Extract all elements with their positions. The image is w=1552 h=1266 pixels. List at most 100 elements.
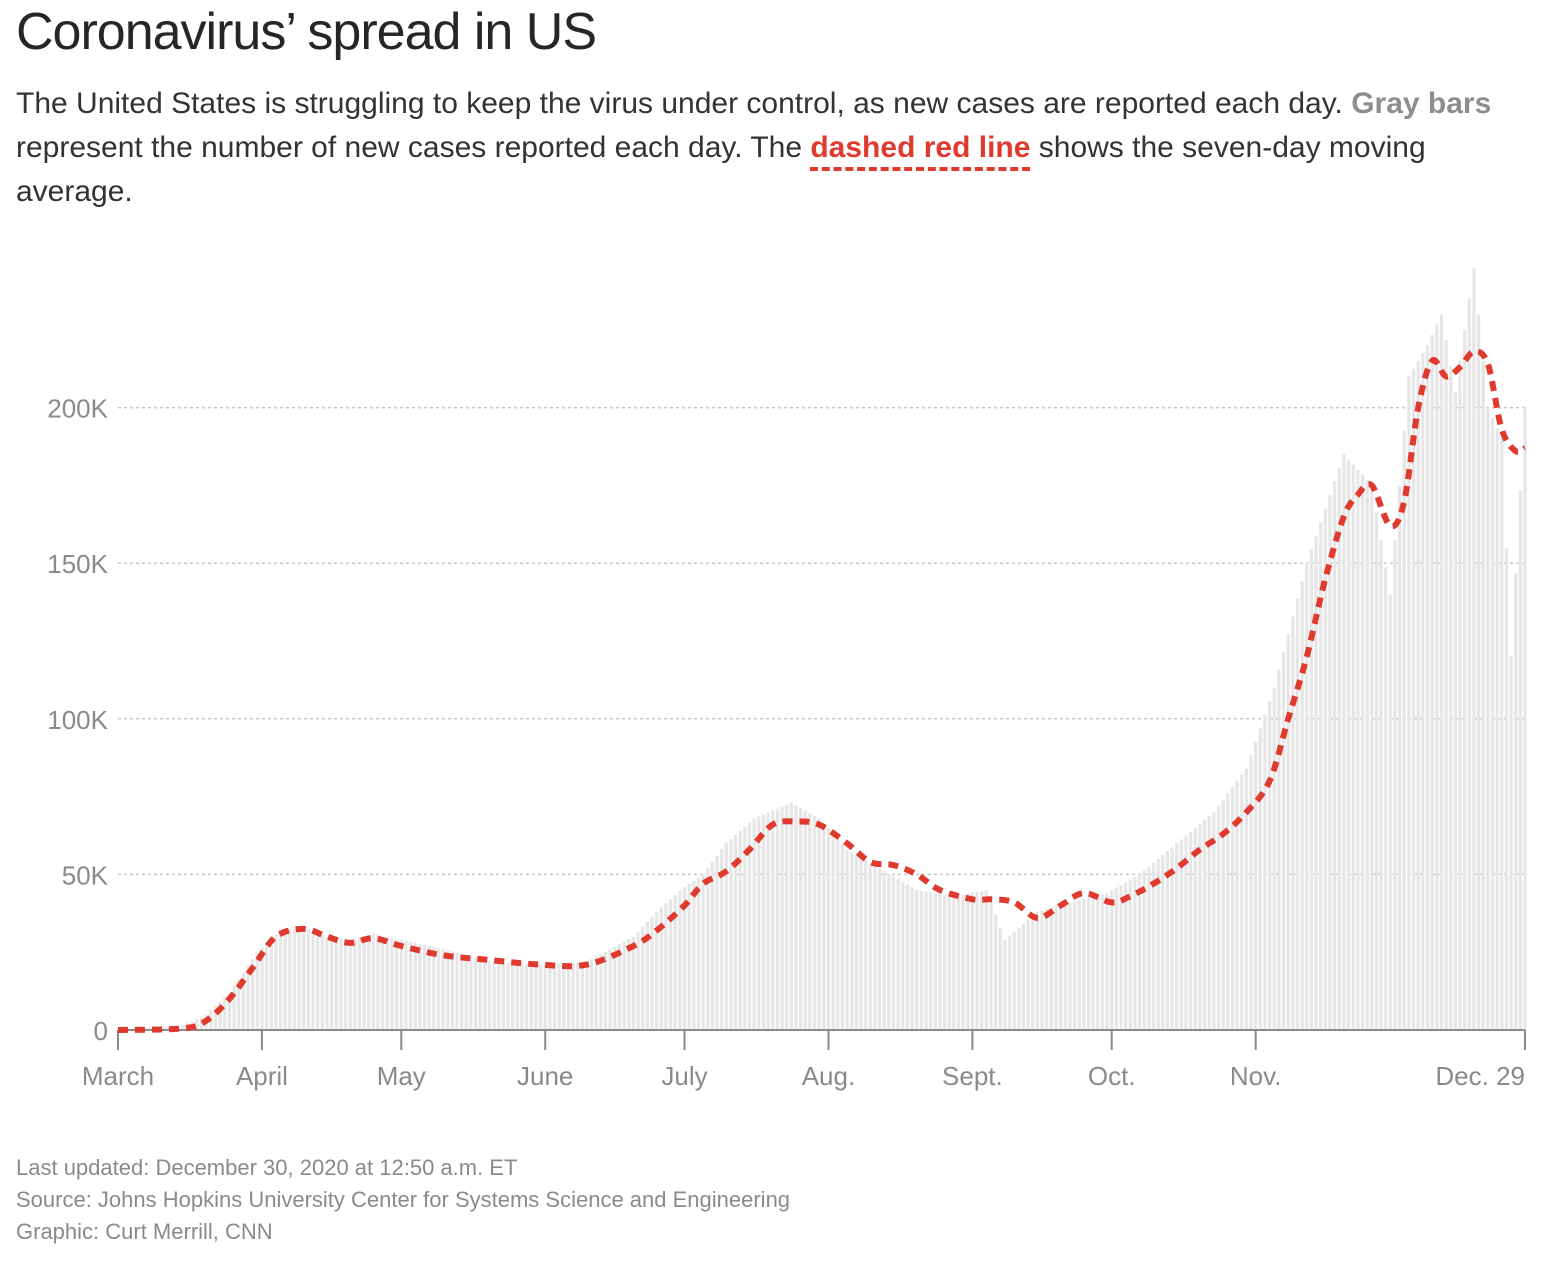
daily-cases-bar: [836, 839, 840, 1030]
daily-cases-bar: [627, 939, 631, 1030]
daily-cases-bars: [121, 267, 1527, 1031]
x-tick-label: April: [236, 1061, 288, 1091]
x-tick-label: June: [517, 1061, 573, 1091]
daily-cases-bar: [603, 951, 608, 1030]
daily-cases-bar: [636, 931, 640, 1030]
daily-cases-bar: [882, 870, 886, 1030]
daily-cases-bar: [1393, 539, 1397, 1030]
daily-cases-bar: [933, 893, 937, 1030]
daily-cases-bar: [1100, 894, 1105, 1030]
daily-cases-bar: [952, 896, 956, 1030]
daily-cases-bar: [306, 929, 311, 1030]
daily-cases-bar: [1198, 823, 1202, 1030]
daily-cases-bar: [673, 895, 677, 1030]
daily-cases-bar: [436, 948, 441, 1030]
daily-cases-bar: [148, 1027, 153, 1030]
daily-cases-bar: [785, 804, 789, 1030]
daily-cases-bar: [237, 979, 241, 1030]
daily-cases-bar: [1500, 438, 1504, 1031]
y-tick-label: 100K: [47, 705, 108, 735]
daily-cases-bar: [1416, 360, 1420, 1030]
daily-cases-bar: [761, 814, 766, 1030]
daily-cases-bar: [1021, 923, 1026, 1030]
daily-cases-bar: [590, 959, 594, 1030]
daily-cases-bar: [803, 810, 807, 1030]
daily-cases-bar: [552, 963, 557, 1030]
daily-cases-bar: [622, 941, 626, 1030]
daily-cases-bar: [1388, 594, 1392, 1030]
daily-cases-bar: [460, 954, 464, 1030]
gridlines: [118, 406, 1525, 876]
daily-cases-bar: [1291, 616, 1295, 1030]
daily-cases-bar: [594, 956, 598, 1030]
daily-cases-bar: [515, 963, 519, 1030]
daily-cases-bar: [822, 823, 826, 1030]
daily-cases-bar: [511, 962, 515, 1030]
daily-cases-bar: [919, 890, 923, 1030]
daily-cases-bar: [1082, 898, 1086, 1030]
daily-cases-bar: [887, 873, 891, 1030]
daily-cases-bar: [757, 816, 761, 1030]
source-credit: Source: Johns Hopkins University Center …: [16, 1187, 791, 1212]
daily-cases-bar: [1189, 831, 1193, 1030]
daily-cases-bar: [1295, 598, 1300, 1030]
daily-cases-bar: [441, 949, 445, 1030]
daily-cases-bar: [1235, 781, 1239, 1030]
daily-cases-bar: [520, 963, 524, 1030]
daily-cases-bar: [492, 961, 496, 1030]
daily-cases-bar: [269, 939, 273, 1030]
y-tick-label: 200K: [47, 394, 108, 424]
daily-cases-bar: [1407, 376, 1411, 1030]
daily-cases-bar: [292, 928, 297, 1030]
daily-cases-bar: [450, 951, 454, 1030]
daily-cases-bar: [227, 992, 232, 1030]
daily-cases-bar: [984, 889, 988, 1030]
daily-cases-bar: [910, 887, 914, 1030]
daily-cases-bar: [1277, 669, 1281, 1030]
y-tick-label: 150K: [47, 549, 108, 579]
daily-cases-bar: [994, 914, 998, 1030]
daily-cases-bar: [1370, 485, 1374, 1030]
daily-cases-bar: [738, 830, 742, 1030]
daily-cases-bar: [938, 893, 942, 1030]
daily-cases-bar: [1193, 827, 1197, 1030]
daily-cases-bar: [334, 937, 338, 1030]
daily-cases-bar: [506, 962, 510, 1030]
daily-cases-bar: [966, 893, 970, 1030]
daily-cases-bar: [1309, 549, 1314, 1030]
daily-cases-bar: [432, 947, 436, 1030]
daily-cases-bar: [288, 929, 292, 1030]
daily-cases-bar: [1156, 858, 1160, 1030]
daily-cases-bar: [1379, 539, 1383, 1030]
daily-cases-bar: [1151, 862, 1156, 1030]
daily-cases-bar: [980, 890, 984, 1030]
chart-footer: Last updated: December 30, 2020 at 12:50…: [16, 1152, 790, 1248]
daily-cases-bar: [743, 826, 747, 1030]
daily-cases-bar: [655, 911, 659, 1030]
daily-cases-bar: [278, 930, 283, 1030]
daily-cases-bar: [1240, 774, 1244, 1030]
daily-cases-bar: [747, 822, 752, 1030]
daily-cases-bar: [1337, 467, 1341, 1030]
daily-cases-bar: [789, 802, 793, 1030]
daily-cases-bar: [427, 945, 431, 1030]
daily-cases-bar: [353, 938, 357, 1030]
daily-cases-bar: [659, 907, 663, 1030]
daily-cases-bar: [1458, 360, 1462, 1030]
daily-cases-bar: [831, 833, 835, 1030]
daily-cases-bar: [1184, 835, 1188, 1030]
y-tick-label: 0: [94, 1016, 108, 1046]
daily-cases-bar: [664, 903, 668, 1030]
daily-cases-bar: [557, 963, 561, 1030]
x-tick-label: March: [82, 1061, 154, 1091]
daily-cases-bar: [246, 965, 250, 1030]
daily-cases-bar: [1110, 890, 1114, 1030]
daily-cases-bar: [901, 881, 905, 1030]
daily-cases-bar: [1523, 407, 1527, 1031]
daily-cases-bar: [469, 956, 473, 1030]
daily-cases-bar: [873, 865, 877, 1030]
daily-cases-bar: [1230, 787, 1235, 1030]
daily-cases-bar: [1012, 931, 1016, 1030]
daily-cases-bar: [599, 954, 603, 1030]
daily-cases-bar: [1068, 902, 1072, 1030]
